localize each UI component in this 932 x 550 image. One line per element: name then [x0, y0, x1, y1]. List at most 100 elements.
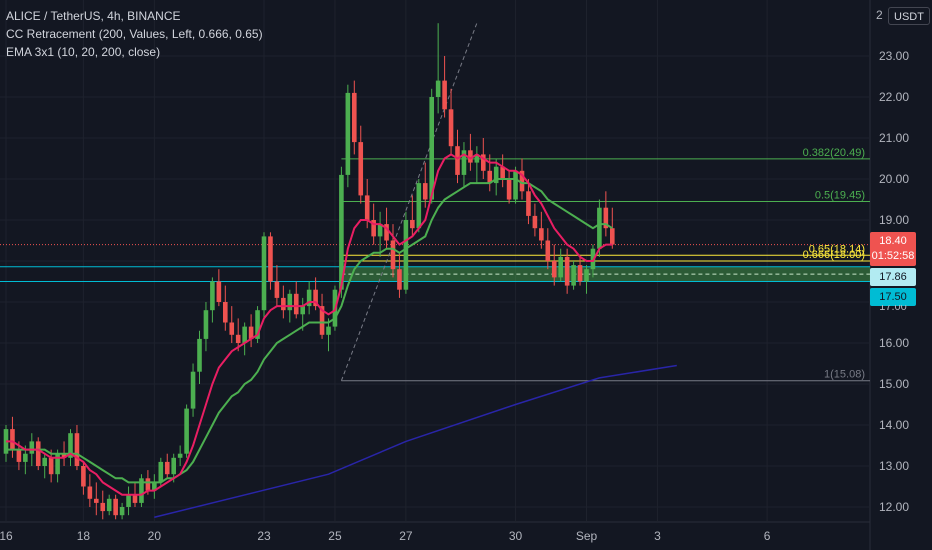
y-tick-label: 20.00 — [879, 172, 909, 186]
candle — [203, 302, 209, 352]
candle — [442, 56, 447, 118]
candle — [597, 199, 602, 257]
candle-body — [339, 174, 344, 290]
candle — [551, 244, 557, 286]
candle-body — [61, 453, 67, 458]
symbol-title[interactable]: ALICE / TetherUS, 4h, BINANCE — [6, 9, 181, 23]
candle — [313, 277, 318, 311]
candle — [106, 494, 112, 516]
candle-body — [68, 433, 73, 458]
candle-body — [345, 92, 351, 175]
candle — [190, 363, 196, 417]
x-tick-label: 23 — [257, 529, 271, 543]
ema-lines — [6, 153, 613, 496]
candle — [87, 474, 93, 507]
candle — [410, 195, 415, 237]
candle — [300, 297, 305, 331]
candle — [261, 232, 267, 319]
candle — [377, 211, 383, 257]
candle — [164, 453, 170, 479]
candle-body — [539, 228, 544, 241]
level-badge-upper: 17.86 — [870, 268, 916, 286]
candle-body — [584, 269, 589, 282]
candle-body — [48, 457, 54, 475]
candle — [422, 162, 428, 208]
candle-body — [113, 498, 118, 516]
fib-level-label: 0.666(18.00) — [803, 249, 865, 261]
candle-body — [377, 224, 383, 237]
x-tick-label: 20 — [148, 529, 162, 543]
candle-body — [145, 478, 151, 491]
current-price-value: 18.40 — [879, 235, 907, 247]
candle-body — [255, 310, 260, 339]
candle-body — [506, 179, 512, 200]
candle — [319, 293, 325, 339]
current-price-badge: 18.40 01:52:58 — [870, 232, 916, 266]
candle — [177, 445, 183, 466]
candle — [532, 203, 538, 237]
candle — [474, 146, 480, 184]
candle — [248, 314, 254, 348]
candle-body — [216, 281, 222, 302]
candle-body — [210, 281, 215, 311]
candle-body — [242, 326, 247, 343]
candle — [500, 154, 505, 188]
candle — [564, 248, 570, 294]
candle — [435, 23, 441, 114]
y-tick-label: 13.00 — [879, 459, 909, 473]
currency-selector[interactable]: USDT — [888, 7, 930, 25]
candle — [493, 158, 499, 196]
candle-body — [597, 207, 602, 249]
candle-body — [35, 441, 41, 466]
hidden-tick-partial: 17.00 — [879, 305, 907, 313]
level-badge-lower: 17.50 — [870, 288, 916, 306]
candle-body — [268, 236, 273, 282]
x-axis: 16 18 20 23 25 27 30 Sep 3 6 — [0, 529, 771, 543]
y-tick-label: 12.00 — [879, 500, 909, 514]
candle-body — [139, 478, 144, 503]
y-tick-label: 21.00 — [879, 131, 909, 145]
candle-body — [261, 236, 267, 311]
candle — [571, 261, 576, 290]
x-tick-label: 6 — [764, 529, 771, 543]
candle — [274, 265, 280, 307]
candle-body — [545, 240, 551, 261]
candle-body — [500, 166, 505, 179]
candle-body — [352, 92, 357, 143]
candle-body — [564, 256, 570, 286]
candle-body — [300, 306, 305, 315]
fib-levels: 0.382(20.49) 0.5(19.45) 0.65(18.14)0.666(1… — [0, 23, 870, 382]
candle — [339, 166, 344, 298]
candle-body — [184, 408, 189, 454]
candle-body — [42, 457, 47, 466]
candle-body — [532, 215, 538, 229]
candle-body — [281, 297, 286, 311]
indicator-cc-retracement[interactable]: CC Retracement (200, Values, Left, 0.666… — [6, 27, 263, 41]
candle — [306, 281, 312, 315]
candle — [35, 437, 41, 471]
candle-body — [455, 146, 460, 175]
candles — [3, 23, 615, 520]
candle — [235, 318, 241, 352]
candle — [152, 474, 157, 499]
candle-body — [326, 326, 331, 335]
x-tick-label: 25 — [328, 529, 342, 543]
candle-body — [519, 170, 525, 192]
ema10-polyline — [6, 153, 613, 496]
x-tick-label: 30 — [509, 529, 523, 543]
candle — [126, 486, 131, 516]
candle-body — [287, 293, 293, 311]
candle-body — [126, 494, 131, 507]
candle-body — [371, 220, 376, 237]
indicator-ema[interactable]: EMA 3x1 (10, 20, 200, close) — [6, 45, 161, 59]
candle — [74, 425, 80, 471]
candle — [526, 179, 531, 225]
candle-body — [132, 494, 138, 503]
candle — [461, 142, 467, 188]
y-tick-label: 19.00 — [879, 213, 909, 227]
candle-body — [513, 170, 518, 200]
x-tick-label: 3 — [654, 529, 661, 543]
y-tick-label: 22.00 — [879, 90, 909, 104]
candle — [48, 449, 54, 483]
